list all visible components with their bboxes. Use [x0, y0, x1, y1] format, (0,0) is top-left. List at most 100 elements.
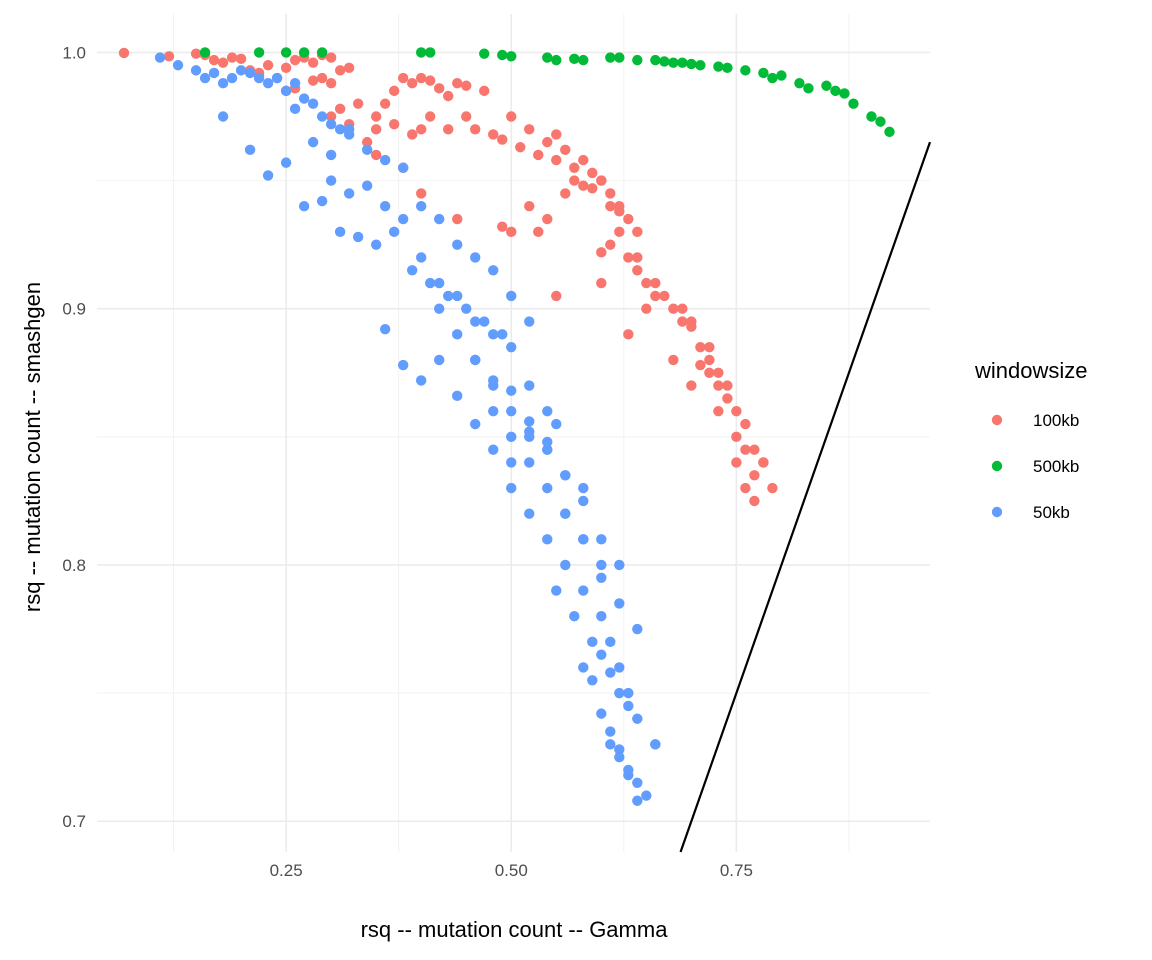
point-500kb: [677, 57, 688, 68]
point-50kb: [379, 324, 391, 335]
point-100kb: [641, 303, 652, 314]
point-100kb: [307, 57, 319, 68]
point-50kb: [506, 482, 517, 494]
point-50kb: [379, 201, 391, 212]
point-100kb: [569, 162, 580, 173]
point-50kb: [208, 67, 220, 79]
point-100kb: [163, 51, 175, 62]
point-100kb: [443, 124, 454, 135]
point-500kb: [767, 72, 778, 84]
point-500kb: [713, 61, 724, 72]
point-500kb: [542, 52, 553, 63]
y-axis-title: rsq -- mutation count -- smashgen: [20, 282, 45, 612]
point-100kb: [524, 124, 535, 135]
point-100kb: [488, 129, 499, 140]
point-50kb: [443, 290, 454, 302]
point-100kb: [731, 431, 742, 443]
point-100kb: [632, 226, 643, 238]
point-50kb: [190, 65, 202, 76]
x-tick-label: 0.75: [720, 861, 753, 880]
point-100kb: [425, 111, 436, 122]
point-50kb: [172, 60, 184, 71]
point-50kb: [605, 739, 616, 750]
point-100kb: [758, 457, 769, 468]
point-50kb: [397, 162, 409, 173]
point-50kb: [578, 482, 589, 494]
point-500kb: [848, 98, 859, 109]
point-100kb: [343, 62, 355, 74]
point-100kb: [740, 482, 751, 494]
point-50kb: [524, 316, 535, 327]
point-50kb: [461, 303, 472, 314]
point-100kb: [740, 444, 751, 455]
point-100kb: [533, 226, 544, 238]
point-50kb: [506, 406, 517, 417]
point-100kb: [587, 167, 598, 179]
point-50kb: [244, 144, 256, 156]
point-100kb: [596, 175, 607, 186]
point-100kb: [379, 98, 391, 109]
point-500kb: [839, 88, 850, 99]
point-100kb: [731, 406, 742, 417]
point-100kb: [623, 213, 634, 225]
point-50kb: [434, 213, 445, 225]
point-500kb: [605, 52, 616, 63]
point-50kb: [415, 375, 427, 386]
point-100kb: [767, 482, 778, 494]
point-50kb: [614, 662, 625, 673]
point-100kb: [370, 124, 382, 135]
point-50kb: [596, 572, 607, 583]
point-50kb: [226, 72, 238, 84]
point-100kb: [749, 470, 760, 481]
point-100kb: [542, 213, 553, 225]
point-50kb: [488, 329, 499, 340]
point-50kb: [542, 436, 553, 448]
point-500kb: [866, 111, 877, 122]
point-100kb: [497, 134, 508, 145]
point-50kb: [542, 534, 553, 545]
point-50kb: [497, 329, 508, 340]
point-500kb: [830, 85, 841, 97]
point-50kb: [325, 175, 337, 186]
point-100kb: [452, 213, 463, 225]
point-100kb: [740, 418, 751, 430]
point-50kb: [298, 201, 310, 212]
point-100kb: [551, 129, 562, 140]
reference-line: [679, 141, 932, 853]
point-500kb: [298, 47, 310, 58]
point-100kb: [289, 54, 301, 66]
point-50kb: [452, 329, 463, 340]
point-100kb: [533, 149, 544, 161]
point-100kb: [325, 52, 337, 63]
point-50kb: [569, 611, 580, 622]
point-50kb: [488, 444, 499, 455]
point-50kb: [506, 341, 517, 353]
point-500kb: [614, 52, 625, 63]
data-points: [118, 47, 895, 806]
point-100kb: [190, 48, 202, 59]
point-50kb: [551, 418, 562, 430]
point-500kb: [758, 67, 769, 79]
y-tick-label: 0.7: [62, 812, 86, 831]
point-50kb: [379, 154, 391, 166]
point-100kb: [605, 188, 616, 199]
x-tick-label: 0.50: [495, 861, 528, 880]
point-100kb: [506, 111, 517, 122]
point-100kb: [479, 85, 490, 97]
y-tick-label: 0.9: [62, 300, 86, 319]
y-axis-ticks: 0.7 0.8 0.9 1.0: [62, 43, 86, 831]
legend-entries: 100kb 500kb 50kb: [991, 411, 1079, 522]
point-100kb: [325, 111, 337, 122]
point-100kb: [325, 77, 337, 89]
point-50kb: [470, 316, 481, 327]
point-500kb: [650, 54, 661, 66]
point-100kb: [704, 354, 715, 366]
point-100kb: [361, 136, 373, 148]
point-500kb: [686, 58, 697, 70]
point-100kb: [713, 406, 724, 417]
point-50kb: [596, 649, 607, 660]
point-100kb: [650, 277, 661, 289]
point-100kb: [659, 290, 670, 302]
point-50kb: [298, 93, 310, 104]
point-100kb: [677, 303, 688, 314]
